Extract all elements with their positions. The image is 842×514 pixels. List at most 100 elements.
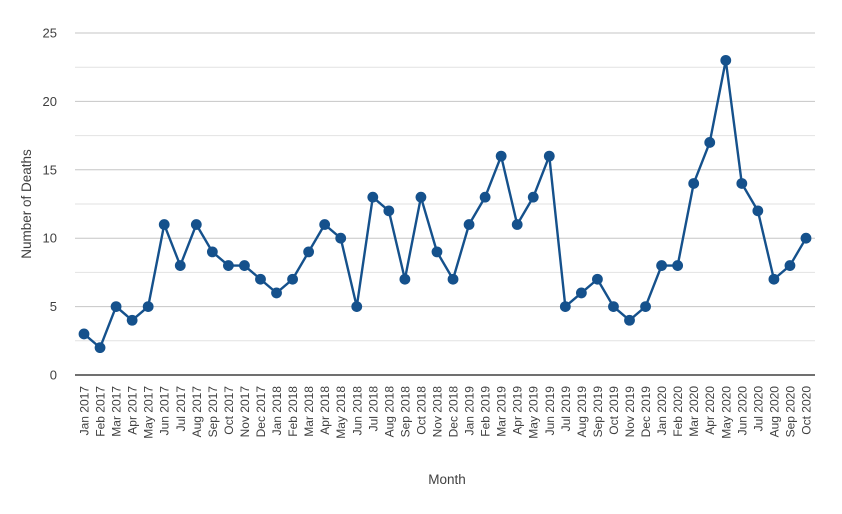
x-tick-label: Dec 2019 — [639, 386, 653, 438]
data-point — [736, 178, 748, 189]
x-tick-label: Sep 2020 — [783, 386, 797, 438]
x-tick-label: Jun 2019 — [543, 386, 557, 436]
x-tick-label: Oct 2018 — [414, 386, 428, 435]
x-tick-label: Mar 2017 — [110, 386, 124, 437]
data-point — [110, 301, 122, 312]
x-tick-label: Nov 2019 — [623, 386, 637, 438]
data-point — [415, 191, 427, 203]
data-point — [672, 260, 684, 271]
data-point — [752, 205, 764, 217]
x-tick-label: Nov 2017 — [238, 386, 252, 438]
data-point — [559, 301, 571, 312]
data-point — [271, 287, 282, 299]
data-point — [399, 273, 411, 285]
series-line — [82, 59, 808, 349]
y-tick-label: 20 — [43, 94, 57, 109]
x-tick-label: Dec 2018 — [447, 386, 461, 438]
x-tick-label: Feb 2020 — [671, 386, 685, 437]
x-tick-label: Apr 2018 — [318, 386, 332, 435]
x-tick-label: Mar 2019 — [495, 386, 509, 437]
x-tick-label: Jun 2018 — [350, 386, 364, 436]
x-tick-label: May 2019 — [527, 386, 541, 439]
x-tick-label: Apr 2019 — [511, 386, 525, 435]
data-point — [158, 219, 170, 230]
data-point — [800, 232, 812, 244]
x-tick-label: Sep 2018 — [398, 386, 412, 438]
data-point — [190, 219, 202, 230]
x-tick-label: Sep 2017 — [206, 386, 220, 438]
x-tick-label: Jan 2017 — [78, 386, 92, 436]
data-point — [174, 260, 186, 271]
x-tick-label: May 2018 — [334, 386, 348, 439]
data-point — [142, 301, 154, 312]
data-point — [351, 301, 363, 312]
y-tick-label: 0 — [50, 368, 57, 383]
data-point — [511, 219, 523, 230]
x-tick-label: Dec 2017 — [254, 386, 268, 438]
data-point — [319, 219, 331, 230]
data-point — [704, 137, 716, 148]
x-tick-label: Jun 2017 — [158, 386, 172, 436]
x-tick-label: Apr 2020 — [703, 386, 717, 435]
data-point — [287, 273, 298, 285]
data-point — [592, 273, 603, 285]
data-point — [223, 260, 234, 271]
x-tick-label: Jun 2020 — [735, 386, 749, 436]
y-tick-label: 10 — [43, 231, 57, 246]
x-tick-label: Jul 2018 — [366, 386, 380, 432]
x-tick-label: Aug 2019 — [575, 386, 589, 438]
data-point — [688, 178, 700, 189]
data-point — [126, 314, 138, 326]
y-tick-label: 15 — [43, 162, 57, 177]
y-tick-label: 25 — [43, 26, 57, 41]
data-point — [239, 260, 250, 271]
x-tick-label: Oct 2019 — [607, 386, 621, 435]
data-point — [447, 273, 459, 285]
x-tick-label: Oct 2020 — [800, 386, 814, 435]
x-axis-title: Month — [428, 472, 466, 487]
data-point — [431, 246, 443, 258]
data-point — [575, 287, 587, 299]
x-tick-label: Jul 2020 — [751, 386, 765, 432]
x-tick-label: Mar 2020 — [687, 386, 701, 437]
x-tick-label: Jul 2019 — [559, 386, 573, 432]
data-point — [303, 246, 315, 258]
data-point — [656, 260, 667, 271]
y-axis-title: Number of Deaths — [19, 149, 34, 259]
x-tick-label: Sep 2019 — [591, 386, 605, 438]
x-tick-label: Feb 2019 — [479, 386, 493, 437]
data-point — [255, 273, 266, 285]
data-point — [768, 273, 780, 285]
x-tick-label: Aug 2020 — [767, 386, 781, 438]
data-point — [527, 191, 539, 203]
data-point — [784, 260, 796, 271]
x-tick-label: Jan 2020 — [655, 386, 669, 436]
x-tick-label: Apr 2017 — [126, 386, 140, 435]
data-point — [463, 219, 475, 230]
x-tick-label: Jan 2018 — [270, 386, 284, 436]
data-point — [720, 54, 732, 66]
x-tick-label: Mar 2018 — [302, 386, 316, 437]
data-point — [640, 301, 651, 312]
y-tick-label: 5 — [50, 299, 57, 314]
x-tick-label: Feb 2018 — [286, 386, 300, 437]
data-point — [383, 205, 395, 217]
data-point — [94, 342, 106, 354]
x-tick-label: Oct 2017 — [222, 386, 236, 435]
x-tick-label: May 2017 — [142, 386, 156, 439]
data-point — [479, 191, 491, 203]
x-tick-label: May 2020 — [719, 386, 733, 439]
data-point — [495, 150, 507, 162]
data-point — [608, 301, 619, 312]
data-point — [367, 191, 379, 203]
data-point — [624, 314, 635, 326]
x-tick-label: Nov 2018 — [430, 386, 444, 438]
data-point — [78, 328, 90, 340]
x-tick-label: Aug 2017 — [190, 386, 204, 438]
x-tick-label: Feb 2017 — [94, 386, 108, 437]
data-point — [335, 232, 347, 244]
data-point — [543, 150, 555, 162]
